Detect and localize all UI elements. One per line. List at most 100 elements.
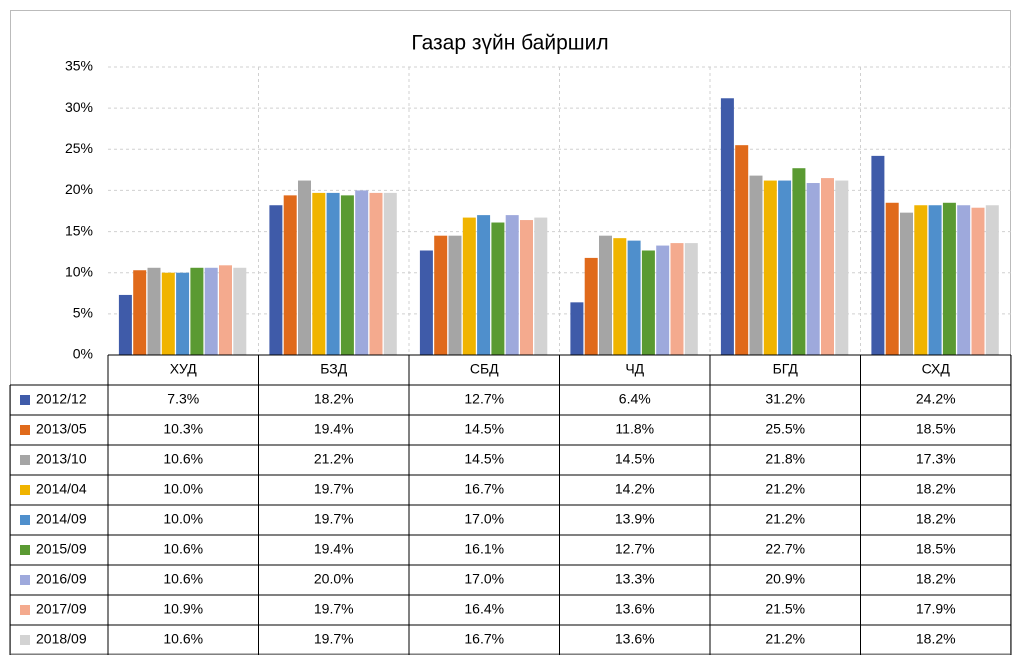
- legend-swatch: [20, 635, 30, 645]
- table-cell: 14.5%: [464, 451, 504, 467]
- table-cell: 10.9%: [163, 601, 203, 617]
- legend-swatch: [20, 395, 30, 405]
- table-cell: 19.7%: [314, 631, 354, 647]
- bar: [505, 215, 519, 355]
- bar: [233, 267, 247, 355]
- y-tick-label: 0%: [73, 346, 93, 362]
- table-cell: 19.4%: [314, 541, 354, 557]
- bar: [613, 238, 627, 355]
- bar: [985, 205, 999, 355]
- table-cell: 7.3%: [167, 391, 199, 407]
- bar: [957, 205, 971, 355]
- y-tick-label: 5%: [73, 305, 93, 321]
- bar: [369, 192, 383, 355]
- bar: [871, 155, 885, 355]
- bar: [477, 215, 491, 355]
- y-tick-label: 20%: [65, 181, 93, 197]
- bar: [749, 175, 763, 355]
- bar: [821, 178, 834, 355]
- bar: [656, 245, 670, 355]
- table-cell: 21.8%: [765, 451, 805, 467]
- bar: [570, 302, 584, 355]
- table-cell: 10.6%: [163, 571, 203, 587]
- table-cell: 18.2%: [916, 631, 956, 647]
- bar: [326, 192, 340, 355]
- table-cell: 13.6%: [615, 631, 655, 647]
- table-cell: 18.5%: [916, 541, 956, 557]
- table-cell: 18.2%: [916, 481, 956, 497]
- table-cell: 18.2%: [916, 571, 956, 587]
- table-cell: 12.7%: [464, 391, 504, 407]
- legend-label: 2012/12: [36, 391, 87, 407]
- table-cell: 17.3%: [916, 451, 956, 467]
- y-tick-label: 35%: [65, 58, 93, 74]
- bar: [778, 180, 792, 355]
- legend-swatch: [20, 575, 30, 585]
- bar: [641, 250, 655, 355]
- table-cell: 11.8%: [615, 421, 654, 437]
- bar: [340, 195, 354, 355]
- legend-swatch: [20, 425, 30, 435]
- bar: [147, 267, 161, 355]
- bar: [900, 212, 913, 355]
- table-cell: 18.5%: [916, 421, 956, 437]
- bar: [190, 267, 204, 355]
- table-cell: 13.9%: [615, 511, 655, 527]
- table-cell: 21.5%: [765, 601, 805, 617]
- table-cell: 10.0%: [163, 481, 203, 497]
- bar: [928, 205, 942, 355]
- y-tick-label: 30%: [65, 99, 93, 115]
- x-tick-label: БГД: [773, 361, 799, 377]
- y-tick-label: 15%: [65, 222, 93, 238]
- legend-swatch: [20, 545, 30, 555]
- table-cell: 17.0%: [464, 571, 504, 587]
- table-cell: 10.3%: [163, 421, 203, 437]
- table-cell: 18.2%: [314, 391, 354, 407]
- bar: [434, 235, 448, 355]
- bar: [914, 205, 928, 355]
- bar: [269, 205, 283, 355]
- table-cell: 21.2%: [765, 481, 805, 497]
- y-tick-label: 25%: [65, 140, 93, 156]
- table-cell: 21.2%: [765, 631, 805, 647]
- legend-swatch: [20, 455, 30, 465]
- table-cell: 16.7%: [464, 631, 504, 647]
- table-cell: 10.6%: [163, 631, 203, 647]
- table-cell: 13.3%: [615, 571, 655, 587]
- bar: [584, 257, 598, 355]
- bar: [806, 183, 820, 355]
- table-cell: 19.7%: [314, 481, 354, 497]
- bar: [355, 190, 369, 355]
- table-cell: 21.2%: [765, 511, 805, 527]
- table-cell: 19.7%: [314, 511, 354, 527]
- bar: [534, 217, 548, 355]
- bar: [670, 243, 684, 355]
- bar: [462, 217, 476, 355]
- table-cell: 17.0%: [464, 511, 504, 527]
- bar: [204, 267, 218, 355]
- bar: [448, 235, 462, 355]
- table-cell: 10.6%: [163, 541, 203, 557]
- table-cell: 20.9%: [765, 571, 805, 587]
- bar: [792, 168, 806, 355]
- table-cell: 20.0%: [314, 571, 354, 587]
- x-tick-label: ЧД: [625, 361, 644, 377]
- bar: [219, 265, 232, 355]
- bar: [419, 250, 433, 355]
- table-cell: 6.4%: [619, 391, 651, 407]
- x-tick-label: СБД: [470, 361, 499, 377]
- bar: [942, 202, 956, 355]
- bar: [520, 220, 533, 355]
- bar: [283, 195, 297, 355]
- legend-label: 2018/09: [36, 631, 87, 647]
- bar: [971, 207, 985, 355]
- legend-swatch: [20, 485, 30, 495]
- table-cell: 14.5%: [615, 451, 655, 467]
- table-cell: 24.2%: [916, 391, 956, 407]
- bar: [627, 240, 641, 355]
- chart-title: Газар зүйн байршил: [411, 32, 608, 55]
- bar: [383, 192, 397, 355]
- bar: [735, 145, 749, 355]
- bar: [312, 192, 326, 355]
